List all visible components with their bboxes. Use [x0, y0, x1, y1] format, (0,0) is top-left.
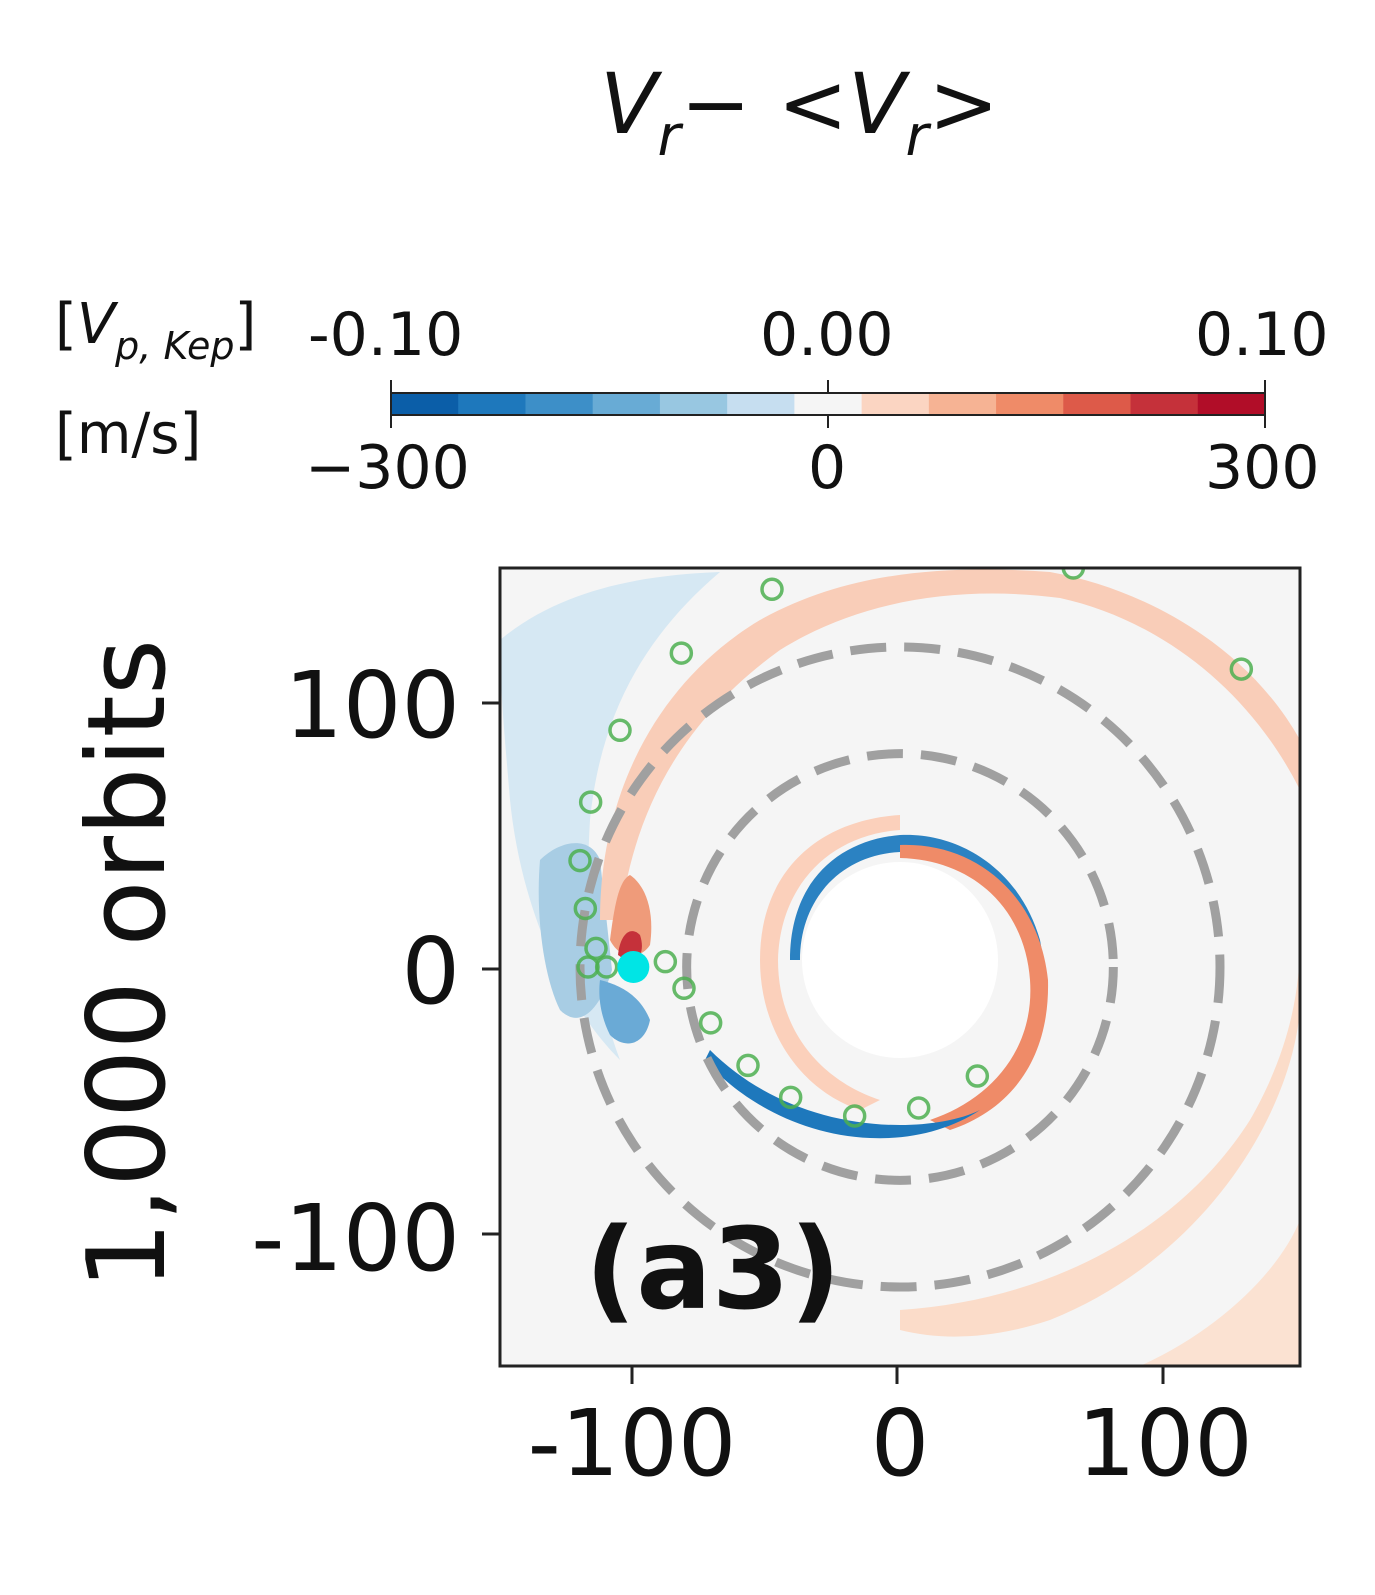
planet-layer [617, 951, 650, 983]
colorbar-top-tick-label: -0.10 [308, 300, 464, 370]
colorbar-swatch [996, 393, 1064, 415]
spiral-marker [760, 577, 784, 602]
colorbar-swatch [794, 393, 863, 415]
axis-ticks [482, 701, 1165, 1384]
spiral-marker [584, 936, 608, 961]
colorbar-swatch [861, 393, 930, 415]
spiral-marker [736, 1053, 760, 1078]
plot-frame [498, 566, 1302, 1368]
colorbar-unit-physical: [m/s] [55, 402, 202, 467]
colorbar-swatch [928, 393, 997, 415]
colorbar-top-tick-label: 0.00 [760, 300, 894, 370]
colorbar-top-tick-label: 0.10 [1195, 300, 1329, 370]
colorbar-bottom-tick-label: 300 [1205, 433, 1320, 503]
y-tick-label: 0 [401, 918, 460, 1025]
spiral-marker [778, 1085, 803, 1110]
colorbar-swatch [1130, 393, 1199, 415]
colorbar-unit-normalized: [Vp, Kep] [55, 292, 257, 368]
x-tick-label: 0 [870, 1390, 930, 1497]
panel-label: (a3) [585, 1205, 841, 1335]
spiral-markers [568, 568, 1254, 1128]
spiral-marker [698, 1011, 723, 1035]
colorbar-swatch [458, 393, 526, 415]
guide-circles [575, 642, 1225, 1292]
x-tick-label: -100 [527, 1390, 737, 1497]
colorbar-bottom-tick-label: −300 [305, 433, 470, 503]
spiral-marker [1229, 657, 1254, 681]
colorbar-swatch [592, 393, 661, 415]
spiral-marker [842, 1104, 867, 1128]
y-tick-label: -100 [251, 1185, 460, 1292]
guide-circle [575, 642, 1225, 1292]
spiral-marker [669, 641, 694, 665]
spiral-marker [1061, 568, 1086, 580]
colorbar-swatch [659, 393, 728, 415]
spiral-marker [653, 949, 678, 974]
spiral-marker [568, 848, 592, 873]
colorbar [391, 393, 1266, 415]
spiral-marker [594, 955, 619, 979]
colorbar-bottom-tick-label: 0 [808, 433, 847, 503]
colorbar-outline [390, 380, 1266, 428]
colorbar-swatch [1197, 393, 1266, 415]
colorbar-swatch [525, 393, 594, 415]
colorbar-swatch [727, 393, 795, 415]
chart-title: Vr− <Vr> [600, 55, 999, 169]
colorbar-swatch [391, 393, 459, 415]
y-tick-label: 100 [284, 652, 460, 759]
spiral-marker [906, 1096, 931, 1120]
spiral-marker [578, 790, 603, 814]
spiral-marker [672, 976, 696, 1001]
spiral-marker [965, 1064, 990, 1088]
guide-circle [682, 749, 1118, 1185]
spiral-marker [608, 718, 632, 743]
spiral-marker [573, 896, 598, 921]
colorbar-swatch [1063, 393, 1132, 415]
x-tick-label: 100 [1077, 1390, 1253, 1497]
planet-marker [617, 951, 650, 983]
